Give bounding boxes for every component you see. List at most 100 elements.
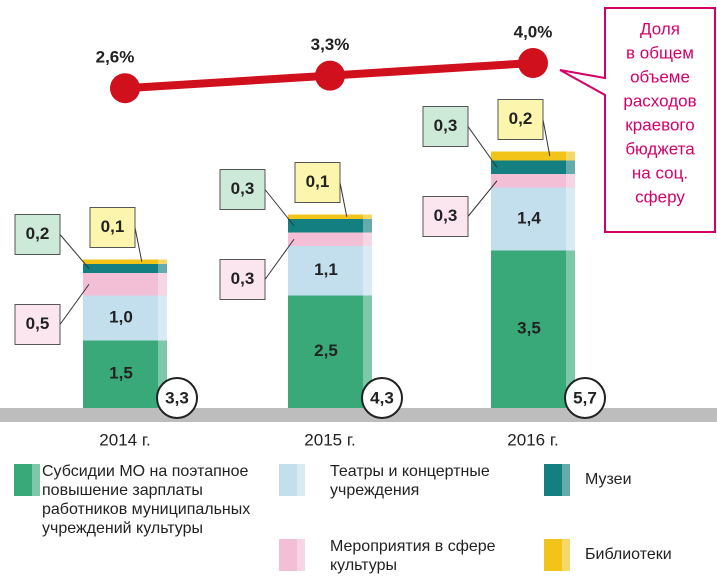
segment-label: 0,5 (26, 314, 50, 333)
callout-box (14, 214, 61, 255)
share-point (110, 73, 140, 104)
bar-side (158, 295, 167, 341)
segment-label: 0,2 (509, 109, 533, 128)
segment-label: 0,1 (306, 172, 330, 191)
segment-label: 0,3 (434, 116, 458, 135)
callout-box (219, 259, 266, 300)
bar-segment (288, 214, 372, 219)
bar-side (158, 259, 167, 264)
bar-segment (83, 259, 167, 264)
callout-box (14, 304, 61, 345)
callout-box (219, 169, 266, 210)
legend-swatch-side (562, 539, 570, 571)
annotation-line: Доля (640, 19, 680, 38)
legend-label: Музеи (585, 471, 632, 488)
bar-side (363, 219, 372, 233)
share-label: 3,3% (311, 35, 350, 54)
total-label: 4,3 (370, 388, 394, 407)
segment-label: 1,0 (109, 307, 133, 326)
segment-label: 0,1 (101, 217, 125, 236)
callout-box (422, 196, 469, 237)
legend-swatch-side (297, 464, 305, 496)
bar-segment (83, 295, 167, 341)
share-point (315, 60, 345, 91)
segment-label: 1,4 (517, 208, 541, 227)
callout-pointer (467, 180, 498, 217)
legend-swatch (279, 464, 305, 496)
total-circle (156, 377, 198, 419)
legend-swatch (279, 539, 305, 571)
bar-segment (83, 273, 167, 296)
bar-segment (288, 295, 372, 408)
bar-side (566, 187, 575, 251)
segment-label: 0,3 (231, 179, 255, 198)
callout-pointer (467, 126, 498, 168)
legend-label: Библиотеки (585, 546, 672, 563)
annotation-line: сферу (635, 187, 685, 206)
bar-segment (491, 151, 575, 161)
bar-side (363, 214, 372, 219)
share-label: 2,6% (96, 48, 135, 67)
bar-side (566, 160, 575, 174)
bar-side (363, 232, 372, 246)
legend-swatch (14, 464, 40, 496)
legend-label: Театры и концертные учреждения (330, 463, 490, 499)
total-label: 5,7 (573, 388, 597, 407)
segment-label: 2,5 (314, 341, 338, 360)
bar-side (566, 151, 575, 161)
total-circle (564, 377, 606, 419)
annotation-box (559, 7, 716, 233)
callout-box (294, 162, 341, 203)
share-point (518, 48, 548, 78)
bar-segment (288, 232, 372, 246)
callout-box (422, 106, 469, 147)
bar-side (158, 264, 167, 273)
bar-segment (83, 340, 167, 408)
bar-side (566, 174, 575, 188)
x-tick-label: 2016 г. (507, 430, 558, 449)
legend-label: Субсидии МО на поэтапное повышение зарпл… (42, 463, 251, 537)
bar-segment (83, 264, 167, 273)
ground (0, 408, 717, 422)
segment-label: 3,5 (517, 319, 541, 338)
segment-label: 0,3 (434, 206, 458, 225)
bar-side (158, 273, 167, 296)
callout-pointer (264, 189, 295, 227)
x-tick-label: 2015 г. (304, 430, 355, 449)
legend-swatch (544, 464, 570, 496)
legend-swatch-side (562, 464, 570, 496)
annotation-line: расходов (623, 91, 696, 110)
bar-side (363, 295, 372, 408)
x-tick-label: 2014 г. (99, 430, 150, 449)
callout-pointer (339, 182, 348, 217)
legend-swatch-side (32, 464, 40, 496)
bar-segment (288, 219, 372, 233)
annotation-line: бюджета (625, 139, 695, 158)
callout-box (89, 207, 136, 248)
bar-segment (491, 187, 575, 251)
annotation-line: на соц. (632, 163, 688, 182)
segment-label: 0,2 (26, 224, 50, 243)
bar-segment (491, 250, 575, 408)
bar-side (158, 340, 167, 408)
callout-box (497, 99, 544, 140)
bar-side (363, 246, 372, 296)
callout-pointer (59, 283, 90, 325)
annotation-line: в общем (626, 43, 694, 62)
legend-label: Мероприятия в сфере культуры (330, 538, 496, 574)
share-label: 4,0% (514, 22, 553, 41)
total-label: 3,3 (165, 388, 189, 407)
callout-pointer (542, 119, 551, 157)
callout-pointer (59, 234, 90, 269)
annotation-line: объеме (630, 67, 690, 86)
callout-pointer (134, 227, 143, 262)
segment-label: 1,1 (314, 260, 338, 279)
bar-segment (491, 160, 575, 174)
legend-swatch-side (297, 539, 305, 571)
segment-label: 0,3 (231, 269, 255, 288)
bar-side (566, 250, 575, 408)
legend-swatch (544, 539, 570, 571)
callout-pointer (264, 238, 295, 280)
